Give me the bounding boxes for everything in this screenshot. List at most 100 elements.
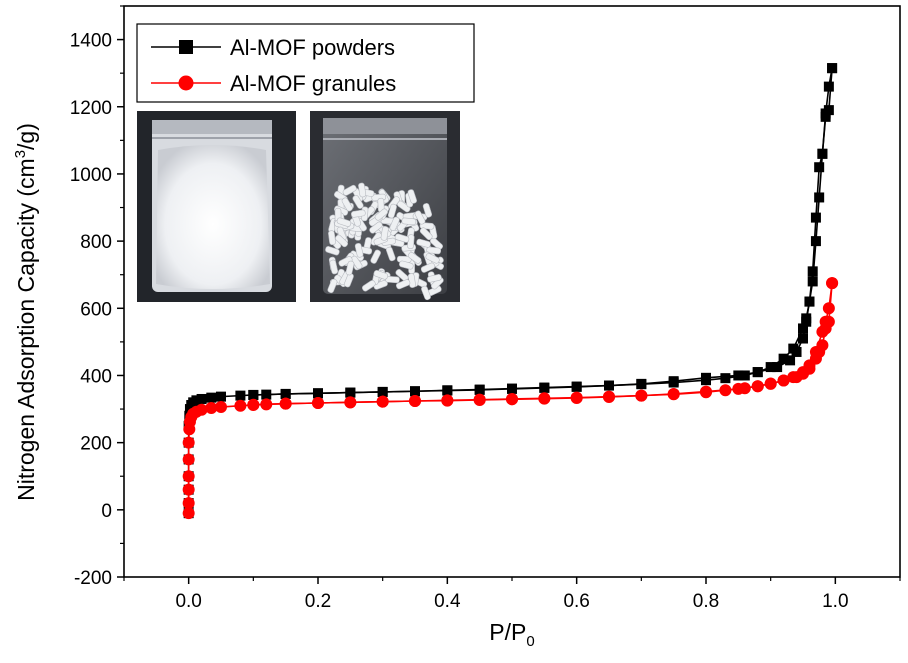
data-point-desorption	[506, 393, 518, 406]
granule-pellet	[341, 197, 353, 212]
data-point-desorption	[798, 333, 808, 344]
data-point-adsorption	[235, 390, 246, 401]
series-1	[182, 277, 839, 520]
data-point-desorption	[377, 386, 388, 397]
granule-pellet	[395, 279, 411, 290]
data-point-desorption	[790, 371, 803, 384]
y-axis-title: Nitrogen Adsorption Capacity (cm3/g)	[12, 123, 39, 501]
granule-pellet	[370, 249, 381, 264]
data-point-desorption	[538, 392, 551, 405]
data-point-adsorption	[234, 399, 247, 412]
data-point-desorption	[344, 396, 357, 409]
data-point-desorption	[772, 362, 783, 373]
granule-pellet	[362, 280, 376, 292]
data-point-desorption	[473, 393, 486, 406]
data-point-adsorption	[260, 398, 273, 411]
granule-pellet	[422, 203, 433, 218]
granule-pellet	[414, 210, 426, 225]
granule-pellet	[354, 242, 364, 258]
granule-pellet	[401, 217, 417, 226]
x-tick-label: 0.2	[305, 591, 331, 612]
data-point-adsorption	[778, 353, 789, 364]
granule-pellet	[327, 278, 338, 294]
data-point-desorption	[700, 385, 712, 398]
data-point-adsorption	[823, 81, 834, 92]
granule-pellet	[358, 182, 367, 198]
granule-pellet	[352, 195, 364, 209]
axis-tick-labels: 0.0 0.2 0.4 0.6 0.8 1.0 -200 0 200 400 600 800 1000 1…	[70, 31, 849, 612]
data-point-adsorption	[182, 453, 195, 466]
x-axis-title-main: P/P	[489, 619, 526, 645]
granule-pellet	[335, 234, 349, 248]
data-point-desorption	[441, 394, 454, 407]
series-layer	[182, 63, 839, 520]
data-point-desorption	[570, 391, 583, 404]
data-point-desorption	[777, 374, 790, 387]
data-point-desorption	[668, 376, 679, 387]
data-point-desorption	[810, 212, 821, 223]
data-point-desorption	[764, 377, 777, 390]
granule-pellet	[369, 221, 383, 234]
granules-photo	[310, 111, 460, 302]
data-point-desorption	[804, 296, 815, 307]
granule-pellet	[325, 246, 340, 256]
x-axis-title-subscript: 0	[526, 633, 534, 650]
legend-box	[136, 23, 475, 103]
data-point-adsorption	[195, 403, 208, 416]
granule-pellet	[389, 216, 400, 231]
granule-pellet	[386, 246, 396, 262]
x-tick-label: 0.0	[175, 591, 201, 612]
data-point-desorption	[752, 367, 763, 378]
data-point-desorption	[751, 380, 764, 393]
y-tick-label: 0	[101, 501, 112, 522]
data-point-desorption	[827, 63, 838, 74]
granule-pellet	[416, 238, 431, 248]
data-point-desorption	[410, 386, 420, 397]
y-axis-title-pre: Nitrogen Adsorption Capacity (cm	[13, 158, 39, 501]
data-point-adsorption	[182, 436, 195, 449]
data-point-adsorption	[205, 402, 218, 415]
data-point-adsorption	[215, 401, 227, 414]
granule-pellet	[399, 260, 414, 270]
data-point-desorption	[409, 394, 421, 407]
data-point-desorption	[636, 378, 647, 389]
y-axis-title-superscript: 3	[12, 150, 29, 158]
granule-pellet	[394, 233, 410, 243]
granule-pellet	[342, 184, 357, 196]
data-point-desorption	[571, 381, 582, 392]
data-point-desorption	[539, 382, 550, 393]
data-point-desorption	[345, 387, 356, 398]
granule-pellet	[380, 226, 389, 241]
data-point-adsorption	[798, 323, 808, 334]
data-point-desorption	[442, 385, 453, 396]
data-point-desorption	[819, 322, 832, 335]
data-point-adsorption	[719, 384, 732, 397]
data-point-adsorption	[191, 395, 202, 406]
x-tick-label: 0.4	[434, 591, 461, 612]
data-point-adsorption	[182, 497, 195, 510]
y-tick-label: 600	[80, 299, 112, 320]
data-point-desorption	[507, 383, 517, 394]
data-point-desorption	[809, 352, 822, 365]
y-tick-label: 1200	[70, 98, 112, 119]
data-point-adsorption	[739, 370, 750, 381]
data-point-adsorption	[182, 470, 195, 483]
data-point-adsorption	[182, 507, 195, 520]
y-tick-label: 1000	[70, 165, 112, 186]
data-point-desorption	[313, 388, 323, 399]
data-point-adsorption	[182, 483, 195, 496]
legend-label-series-0: Al-MOF powders	[230, 35, 395, 60]
granule-pellet	[328, 230, 336, 246]
legend-label-series-1: Al-MOF granules	[230, 71, 396, 96]
data-point-desorption	[814, 162, 825, 173]
x-tick-label: 0.6	[563, 591, 589, 612]
granule-pellet	[430, 237, 443, 250]
data-point-desorption	[801, 316, 812, 327]
powder-photo	[137, 111, 296, 302]
data-point-desorption	[248, 389, 259, 400]
data-point-desorption	[279, 397, 292, 410]
y-axis-title-post: /g)	[13, 123, 39, 150]
legend: Al-MOF powders Al-MOF granules	[136, 23, 475, 103]
granule-pellet	[387, 203, 397, 219]
